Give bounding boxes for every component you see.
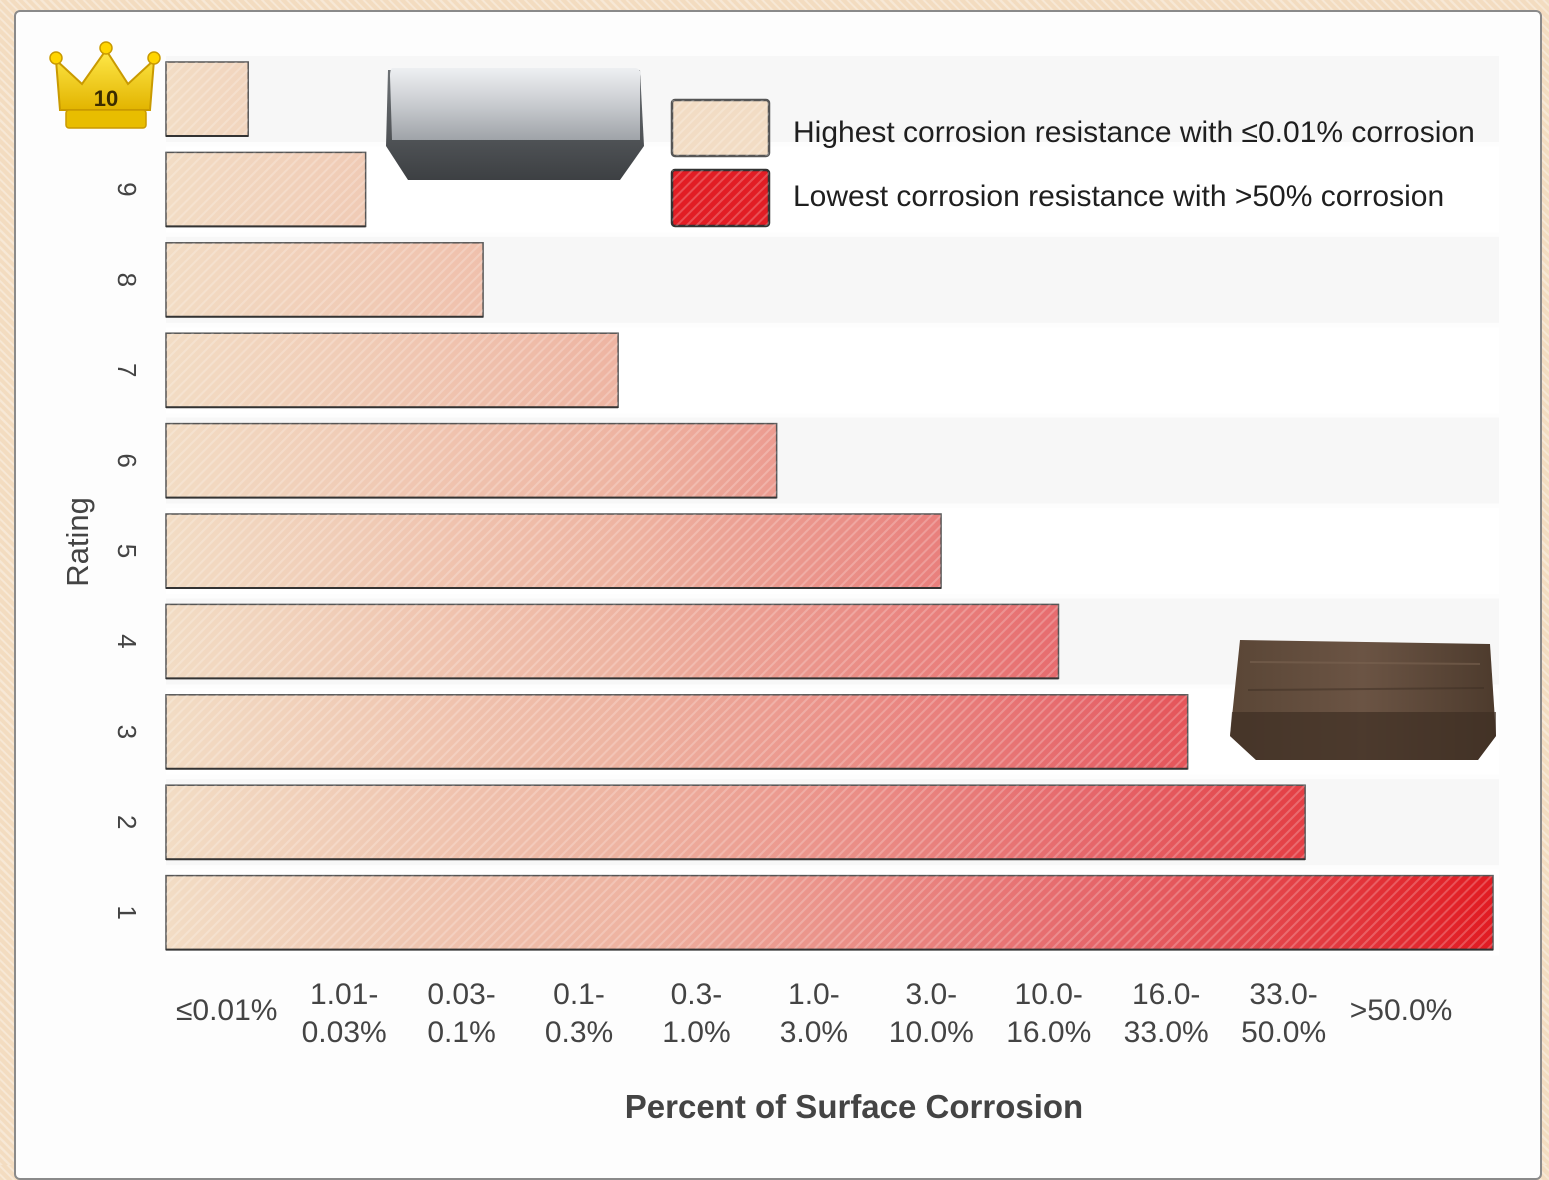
bar-hatch xyxy=(166,694,1188,769)
y-tick-labels: 9 8 7 6 5 4 3 2 1 xyxy=(112,182,142,920)
x-tick-label: 1.0-3.0% xyxy=(780,978,848,1049)
bar-hatch xyxy=(166,333,619,408)
y-tick-label: 3 xyxy=(112,725,142,739)
bar-rating-10 xyxy=(165,61,249,137)
legend-item-lowest: Lowest corrosion resistance with >50% co… xyxy=(670,168,1444,228)
crown-label: 10 xyxy=(94,86,118,111)
legend: Highest corrosion resistance with ≤0.01%… xyxy=(670,98,1475,228)
row-band xyxy=(166,146,1499,233)
y-axis-title: Rating xyxy=(60,497,95,587)
x-tick-label: 0.3-1.0% xyxy=(662,978,730,1049)
legend-label-highest: Highest corrosion resistance with ≤0.01%… xyxy=(793,116,1475,149)
x-tick-label: 3.0-10.0% xyxy=(889,978,974,1049)
bar-rating-8 xyxy=(165,242,484,318)
legend-item-highest: Highest corrosion resistance with ≤0.01%… xyxy=(670,98,1475,158)
x-tick-label: 10.0-16.0% xyxy=(1006,978,1091,1049)
y-tick-label: 7 xyxy=(112,363,142,377)
bar-hatch xyxy=(166,604,1059,679)
bar-hatch xyxy=(166,62,249,136)
bar-rating-1 xyxy=(165,874,1494,951)
x-tick-label: >50.0% xyxy=(1350,994,1453,1027)
x-axis-title: Percent of Surface Corrosion xyxy=(625,1088,1083,1125)
y-tick-label: 8 xyxy=(112,273,142,287)
bar-hatch xyxy=(166,875,1493,950)
clean-metal-block-image xyxy=(386,68,644,180)
crown-icon: 10 xyxy=(49,41,161,129)
x-tick-label: 16.0-33.0% xyxy=(1124,978,1209,1049)
y-tick-label: 9 xyxy=(112,182,142,196)
bar-rating-3 xyxy=(165,694,1189,770)
bar-hatch xyxy=(166,152,366,227)
rusted-metal-block-image xyxy=(1230,640,1496,760)
bar-rating-2 xyxy=(165,784,1306,861)
x-tick-label: ≤0.01% xyxy=(176,994,278,1027)
bar-rating-4 xyxy=(165,603,1060,680)
x-tick-label: 33.0-50.0% xyxy=(1241,978,1326,1049)
y-tick-label: 5 xyxy=(112,544,142,558)
bar-hatch xyxy=(166,423,777,498)
x-tick-label: 1.01-0.03% xyxy=(302,978,387,1049)
y-tick-label: 4 xyxy=(112,634,142,648)
bars xyxy=(165,61,1494,951)
x-tick-label: 0.1-0.3% xyxy=(545,978,613,1049)
y-tick-label: 1 xyxy=(112,905,142,919)
bar-rating-9 xyxy=(165,151,367,228)
y-tick-label: 6 xyxy=(112,453,142,467)
bar-hatch xyxy=(166,242,484,317)
x-tick-label: 0.03-0.1% xyxy=(427,978,495,1049)
y-tick-label: 2 xyxy=(112,815,142,829)
bar-rating-5 xyxy=(165,513,942,589)
bar-hatch xyxy=(166,785,1306,860)
bar-rating-6 xyxy=(165,422,778,499)
bar-rating-7 xyxy=(165,332,619,409)
legend-label-lowest: Lowest corrosion resistance with >50% co… xyxy=(793,180,1444,213)
x-tick-labels: ≤0.01% 1.01-0.03% 0.03-0.1% 0.1-0.3% 0.3-1.0… xyxy=(176,978,1452,1049)
bar-hatch xyxy=(166,514,942,588)
